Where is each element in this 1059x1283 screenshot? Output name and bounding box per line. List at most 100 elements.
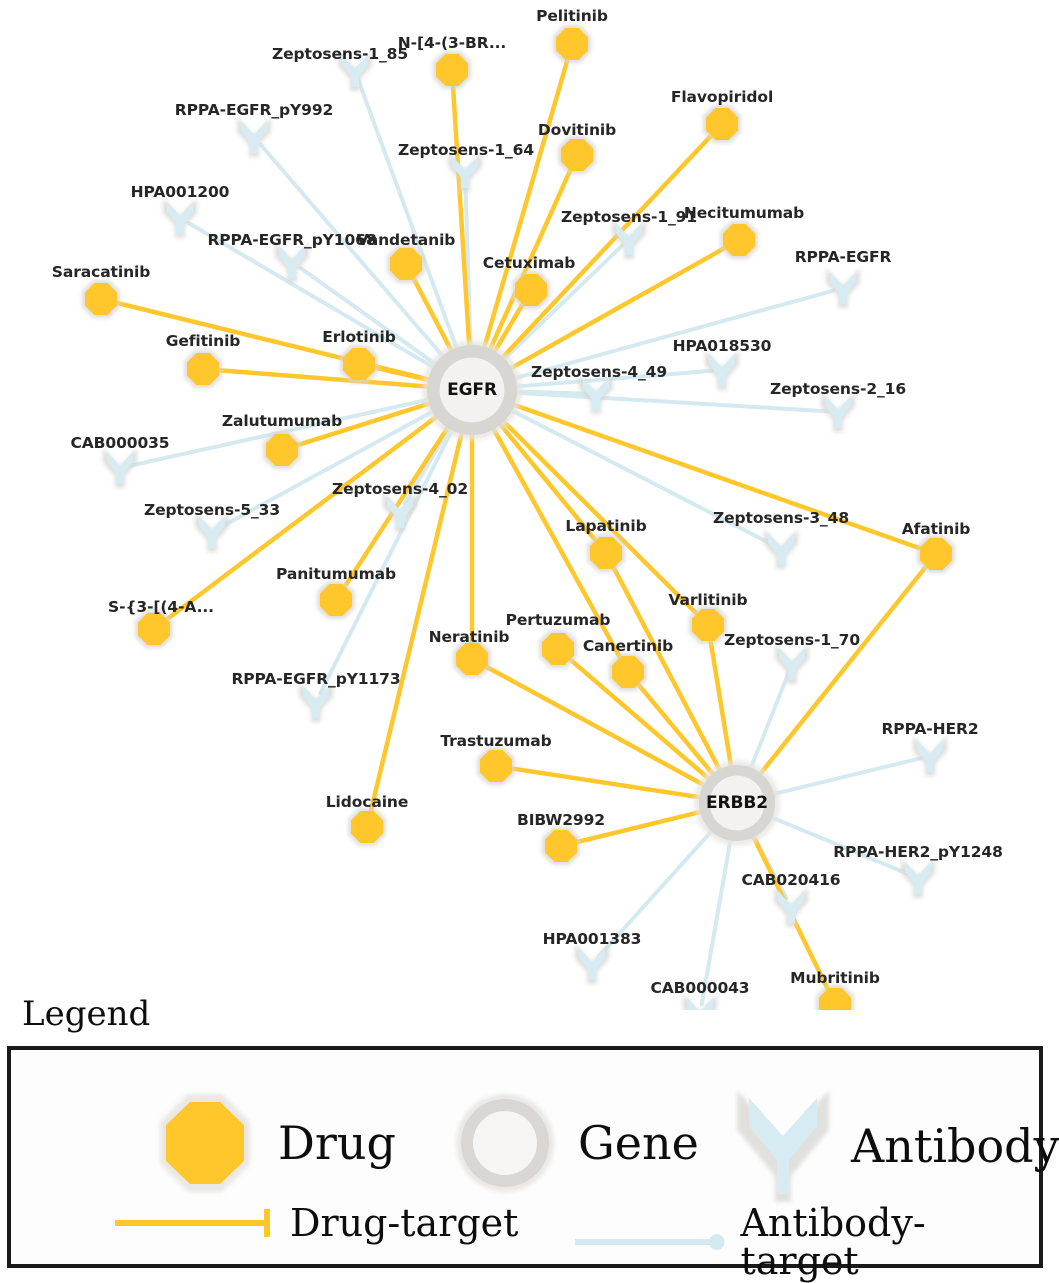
antibody-node[interactable] (237, 117, 271, 157)
drug-node[interactable] (433, 51, 471, 89)
drug-octagon-icon (723, 224, 755, 256)
antibody-node[interactable] (901, 858, 935, 898)
legend-label-drug-target: Drug-target (290, 1201, 519, 1245)
antibody-node[interactable] (612, 219, 646, 259)
edge-drug-target (165, 411, 443, 622)
antibody-chevron-icon (452, 156, 478, 188)
drug-node[interactable] (263, 431, 301, 469)
drug-node[interactable] (558, 136, 596, 174)
antibody-node[interactable] (448, 152, 482, 192)
drug-node[interactable] (539, 630, 577, 668)
edge-antibody-target (509, 288, 836, 382)
antibody-node[interactable] (705, 350, 739, 390)
edge-drug-target (480, 58, 570, 354)
antibody-node[interactable] (338, 51, 372, 91)
edge-antibody-target (506, 406, 775, 547)
antibody-node[interactable] (764, 529, 798, 569)
edge-drug-target (484, 664, 710, 790)
edge-drug-target (488, 423, 623, 660)
drug-node[interactable] (816, 985, 854, 1010)
drug-node[interactable] (340, 345, 378, 383)
drug-node[interactable] (609, 653, 647, 691)
edge-drug-target (498, 415, 699, 616)
legend-edge-row: Drug-target Antibody-target (11, 1200, 1039, 1280)
legend-shape-row: Drug Gene Antibody (11, 1080, 1059, 1202)
drug-node[interactable] (453, 640, 491, 678)
drug-node[interactable] (703, 105, 741, 143)
edge-drug-target (636, 682, 719, 780)
edge-antibody-target (258, 142, 448, 361)
antibody-chevron-icon (825, 396, 851, 428)
edge-drug-target (504, 245, 727, 373)
antibody-chevron-icon (917, 740, 943, 772)
edge-antibody-target (510, 390, 831, 414)
antibody-node[interactable] (774, 887, 808, 927)
drug-node[interactable] (82, 280, 120, 318)
antibody-node[interactable] (826, 268, 860, 308)
antibody-node[interactable] (275, 242, 309, 282)
drug-octagon-icon (920, 538, 952, 570)
drug-node[interactable] (135, 610, 173, 648)
network-svg (82, 25, 955, 1010)
drug-node[interactable] (348, 808, 386, 846)
antibody-node[interactable] (913, 736, 947, 776)
drug-node[interactable] (317, 581, 355, 619)
drug-node[interactable] (917, 535, 955, 573)
gene-node-erbb2[interactable] (694, 760, 780, 846)
antibody-node[interactable] (683, 994, 717, 1010)
drug-target-edge-icon (115, 1209, 270, 1237)
edge-drug-target (497, 134, 713, 364)
drug-octagon-icon (456, 643, 488, 675)
edge-drug-target (508, 400, 922, 551)
antibody-node[interactable] (195, 512, 229, 552)
antibody-chevron-icon (342, 55, 368, 87)
gene-core (439, 357, 505, 423)
drug-node[interactable] (477, 747, 515, 785)
gene-circle-icon (456, 1094, 554, 1192)
antibody-node[interactable] (579, 374, 613, 414)
antibody-node[interactable] (383, 492, 417, 532)
drug-octagon-icon (545, 830, 577, 862)
legend-item-gene: Gene (446, 1084, 699, 1202)
drug-node[interactable] (553, 25, 591, 63)
edge-antibody-target (699, 834, 734, 1007)
antibody-target-edge-icon (574, 1234, 725, 1250)
edge-antibody-target (298, 265, 441, 369)
drug-node[interactable] (512, 271, 550, 309)
antibody-node[interactable] (299, 682, 333, 722)
drug-octagon-icon (706, 108, 738, 140)
edge-drug-target (218, 368, 434, 390)
drug-node[interactable] (689, 606, 727, 644)
antibody-chevron-icon (616, 223, 642, 255)
antibody-chevron-icon (387, 496, 413, 528)
drug-octagon-icon (390, 248, 422, 280)
drug-octagon-icon (515, 274, 547, 306)
network-diagram: Zeptosens-1_85 RPPA-EGFR_pY992 Zeptosens-1… (52, 7, 1003, 1010)
edge-antibody-target (318, 424, 456, 696)
drug-node[interactable] (587, 534, 625, 572)
drug-node[interactable] (387, 245, 425, 283)
edge-antibody-target (218, 407, 439, 530)
drug-octagon-icon (612, 656, 644, 688)
edge-drug-target (342, 421, 453, 588)
antibody-chevron-icon (279, 246, 305, 278)
drug-node[interactable] (542, 827, 580, 865)
legend-title: Legend (22, 994, 151, 1034)
antibody-chevron-icon (199, 516, 225, 548)
legend-label-antibody: Antibody (851, 1119, 1059, 1173)
antibody-node[interactable] (163, 198, 197, 238)
antibody-chevron-icon (737, 1090, 829, 1202)
drug-node[interactable] (720, 221, 758, 259)
antibody-node[interactable] (103, 448, 137, 488)
antibody-chevron-icon (107, 452, 133, 484)
gene-node-egfr[interactable] (422, 340, 522, 440)
antibody-node[interactable] (575, 944, 609, 984)
drug-octagon-icon (692, 609, 724, 641)
antibody-chevron-icon (303, 686, 329, 718)
drug-octagon-icon (556, 28, 588, 60)
antibody-chevron-icon (905, 862, 931, 894)
antibody-node[interactable] (821, 392, 855, 432)
edge-drug-target (495, 418, 598, 543)
drug-node[interactable] (184, 350, 222, 388)
antibody-node[interactable] (775, 644, 809, 684)
